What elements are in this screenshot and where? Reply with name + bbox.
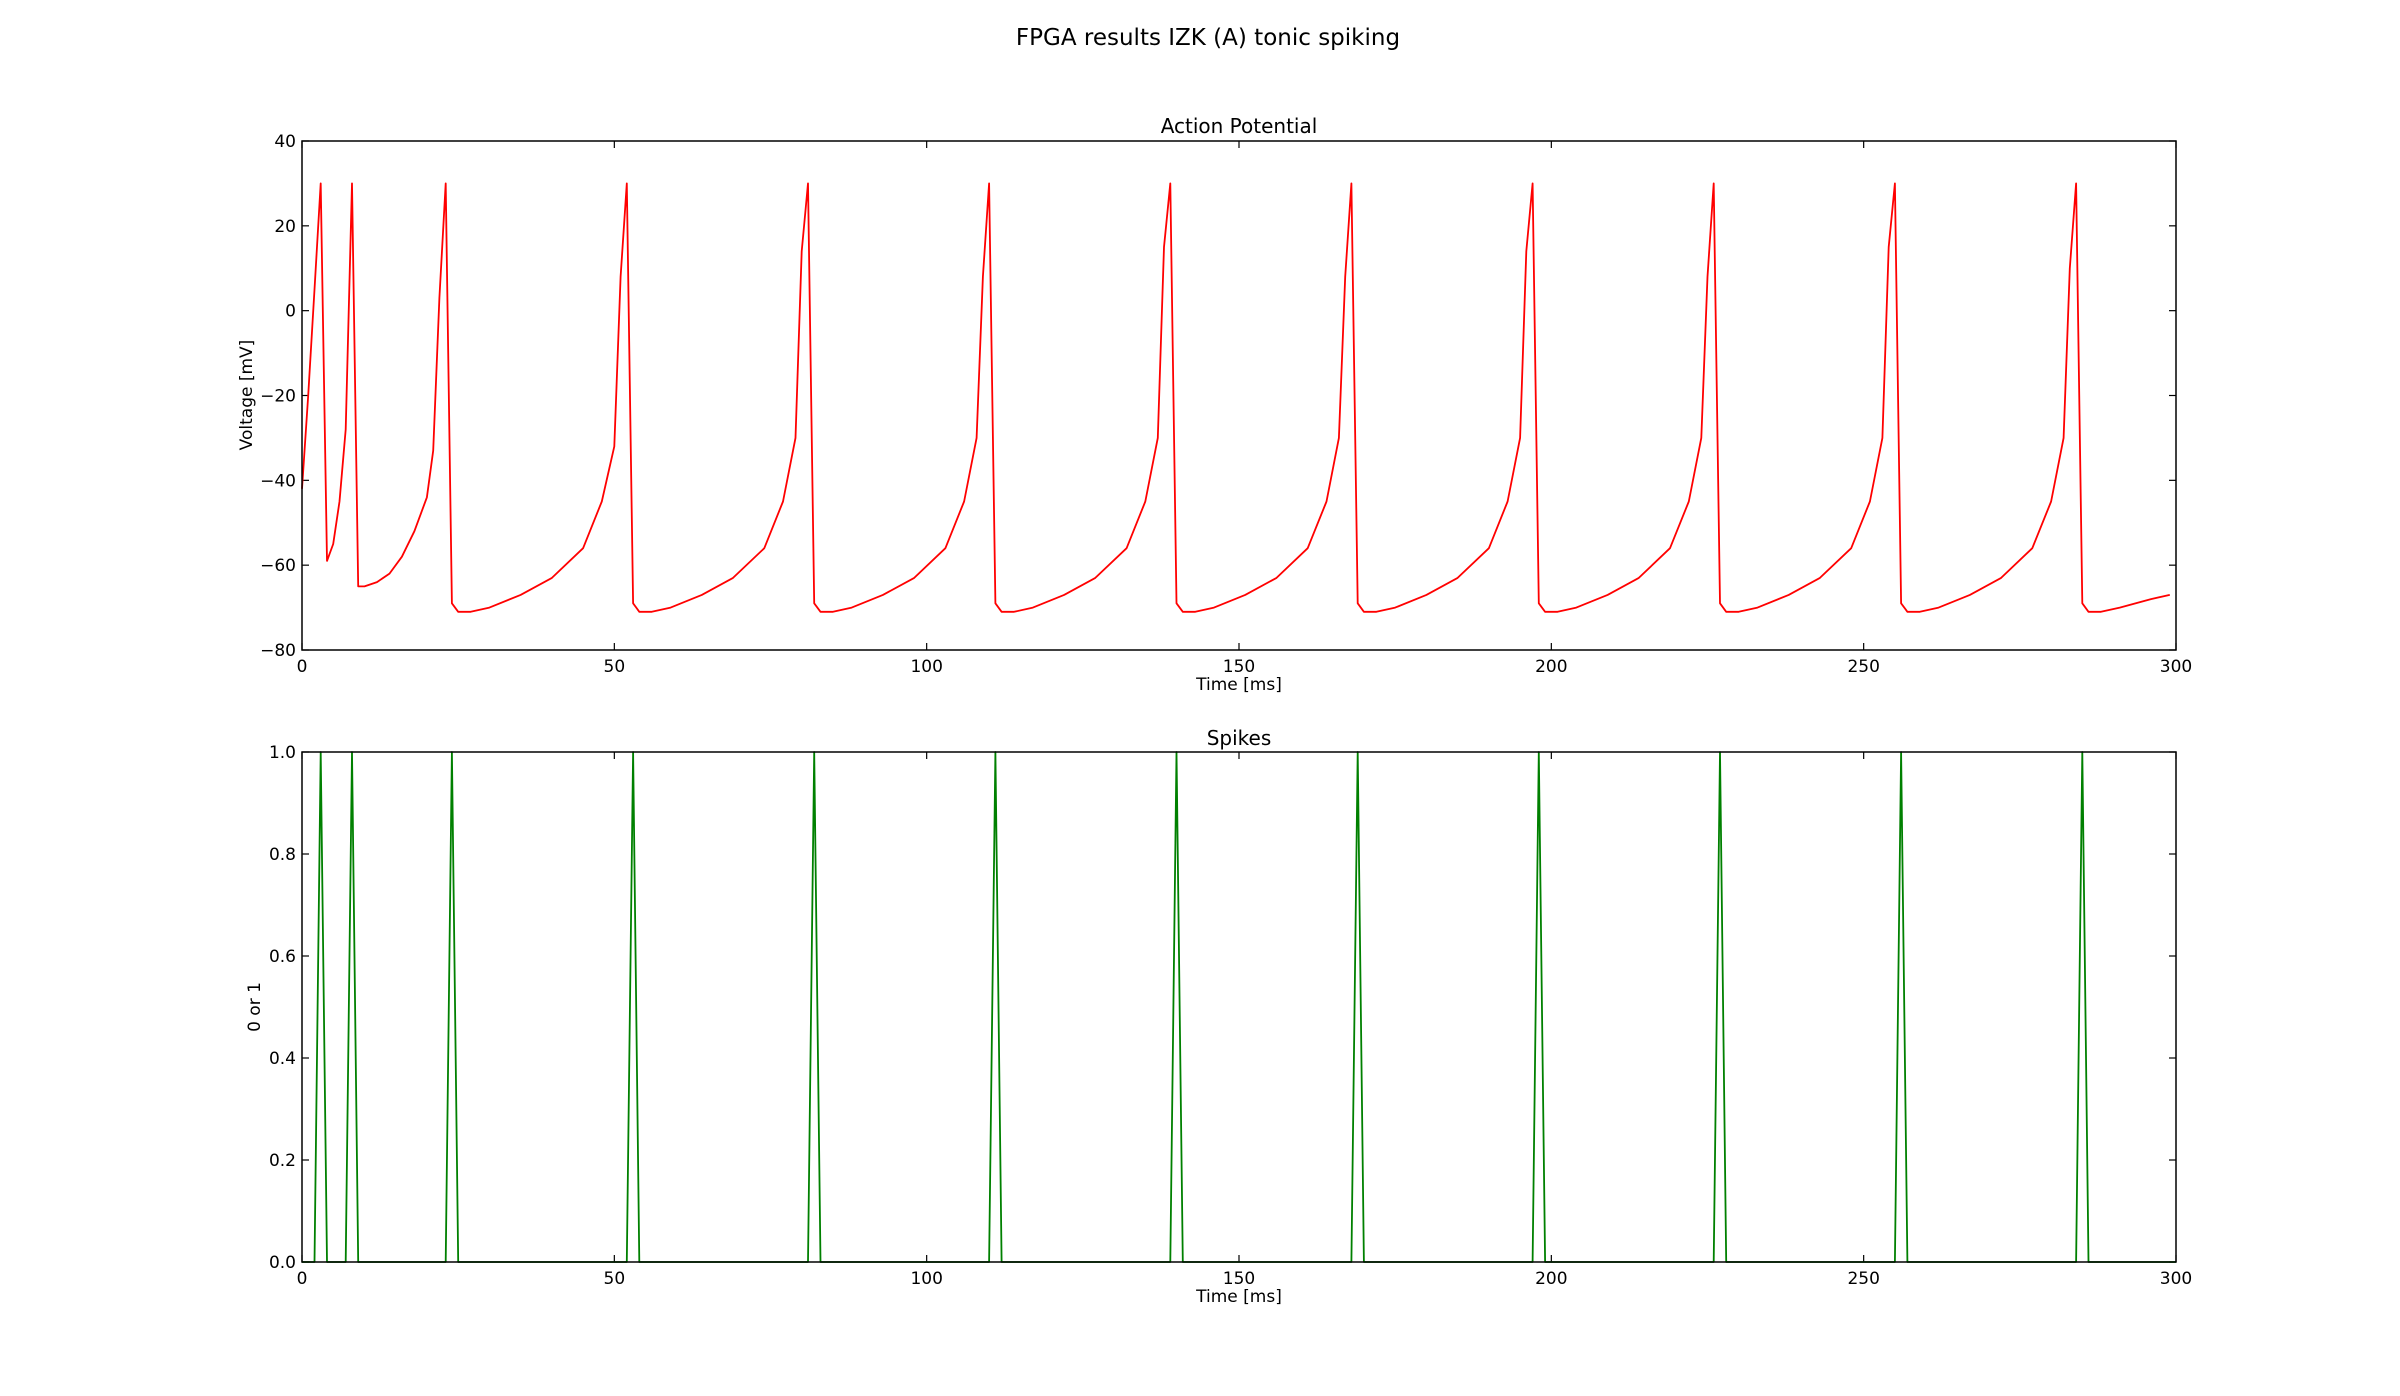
spikes-xtick-label: 150 — [1223, 1269, 1255, 1289]
action-potential-xlabel: Time [ms] — [1195, 675, 1282, 695]
action-potential-axes: Action Potential 0 50 100 150 200 250 300−80−6… — [237, 114, 2192, 695]
spikes-ytick-label: 0.0 — [269, 1253, 296, 1273]
action-potential-ticks: 0 50 100 150 200 250 300 −80 −60 −40 −20 0 20 40 — [260, 132, 2192, 677]
action-potential-line — [301, 182, 2170, 613]
action-potential-frame — [301, 140, 2177, 651]
spikes-ylabel: 0 or 1 — [245, 982, 265, 1032]
action-potential-xtick-label: 200 — [1535, 657, 1567, 677]
spikes-title: Spikes — [1207, 726, 1272, 750]
spikes-ytick-label: 0.8 — [269, 845, 296, 865]
spikes-ticks: 0 50 100 150 200 250 300 0.0 0.2 0.4 0.6 0.8 1.0 — [269, 743, 2192, 1289]
action-potential-ytick-label: −60 — [260, 556, 296, 576]
action-potential-ytick-label: −20 — [260, 387, 296, 407]
action-potential-xtick-label: 100 — [910, 657, 942, 677]
action-potential-xtick-label: 0 — [297, 657, 308, 677]
spikes-xtick-label: 50 — [604, 1269, 626, 1289]
spikes-xtick-label: 300 — [2160, 1269, 2192, 1289]
action-potential-ytick-label: 40 — [274, 132, 296, 152]
spikes-xlabel: Time [ms] — [1195, 1287, 1282, 1307]
action-potential-xtick-label: 300 — [2160, 657, 2192, 677]
spikes-line — [302, 751, 2176, 1263]
spikes-xtick-label: 100 — [910, 1269, 942, 1289]
action-potential-ytick-label: 20 — [274, 217, 296, 237]
action-potential-ytick-label: −80 — [260, 641, 296, 661]
action-potential-series — [301, 182, 2170, 613]
spikes-ytick-label: 0.2 — [269, 1151, 296, 1171]
action-potential-ytick-label: −40 — [260, 471, 296, 491]
figure-title: FPGA results IZK (A) tonic spiking — [1016, 25, 1400, 51]
spikes-series — [302, 751, 2176, 1263]
spikes-xtick-label: 0 — [297, 1269, 308, 1289]
action-potential-ylabel: Voltage [mV] — [237, 340, 257, 451]
spikes-axes: Spikes 0 50 100 150 200 250 300 0.0 0.2 0.4 0.6 0.8… — [245, 726, 2192, 1307]
spikes-ytick-label: 0.6 — [269, 947, 296, 967]
spikes-xtick-label: 200 — [1535, 1269, 1567, 1289]
spikes-ytick-label: 0.4 — [269, 1049, 296, 1069]
spikes-ytick-label: 1.0 — [269, 743, 296, 763]
action-potential-title: Action Potential — [1161, 114, 1318, 138]
spikes-xtick-label: 250 — [1847, 1269, 1879, 1289]
spikes-frame — [301, 751, 2177, 1263]
action-potential-ytick-label: 0 — [285, 302, 296, 322]
action-potential-xtick-label: 50 — [604, 657, 626, 677]
action-potential-xtick-label: 150 — [1223, 657, 1255, 677]
action-potential-xtick-label: 250 — [1847, 657, 1879, 677]
